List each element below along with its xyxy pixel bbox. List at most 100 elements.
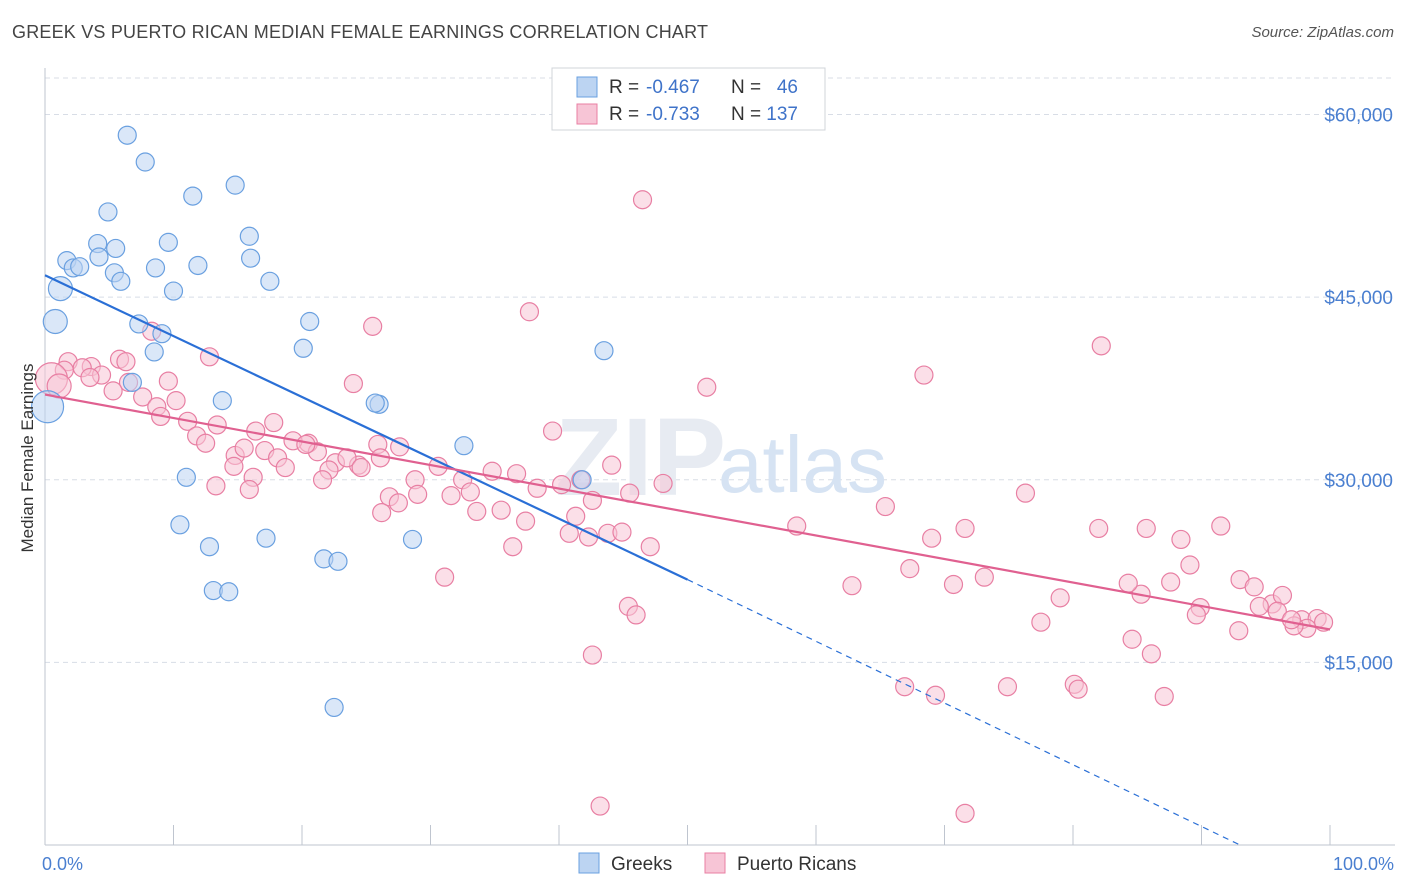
puerto-rican-point-124 [1068, 679, 1088, 699]
puerto-rican-trend-line [44, 393, 1331, 631]
puerto-rican-point-97 [1244, 577, 1264, 597]
greek-point-39 [402, 529, 423, 550]
greek-point-43 [219, 582, 239, 602]
puerto-rican-point-86 [1089, 518, 1109, 539]
puerto-rican-point-56 [506, 464, 527, 484]
puerto-rican-point-64 [653, 473, 673, 494]
watermark-zip: ZIP [555, 396, 726, 519]
greek-point-38 [199, 537, 220, 557]
puerto-rican-point-87 [1136, 518, 1156, 539]
puerto-rican-point-111 [1281, 610, 1302, 630]
y-tick-label-2: $45,000 [1324, 288, 1393, 309]
bottom-legend: Greeks Puerto Ricans [578, 852, 856, 875]
greek-point-4 [225, 175, 245, 195]
puerto-rican-point-70 [441, 485, 461, 506]
y-tick-label-3: $60,000 [1324, 106, 1393, 127]
puerto-rican-point-2 [363, 316, 383, 336]
greek-point-20 [47, 276, 74, 302]
trend-lines [44, 274, 1331, 846]
puerto-rican-point-95 [1161, 572, 1181, 592]
puerto-rican-point-114 [1031, 612, 1051, 632]
puerto-rican-point-93 [1050, 588, 1070, 608]
puerto-rican-point-119 [582, 645, 603, 665]
legend-n-value-greeks: 46 [777, 77, 798, 98]
puerto-rican-point-57 [542, 421, 563, 441]
legend-n-label-greeks: N = [731, 77, 761, 98]
greek-point-29 [212, 391, 232, 411]
greek-point-31 [365, 393, 385, 413]
greek-points [30, 125, 614, 718]
greek-point-21 [42, 308, 68, 335]
greek-point-14 [145, 258, 166, 278]
greek-point-1 [135, 152, 155, 172]
puerto-rican-point-12 [116, 352, 136, 372]
y-tick-labels: $15,000 $30,000 $45,000 $60,000 [1324, 106, 1393, 675]
puerto-rican-point-125 [925, 685, 946, 705]
puerto-rican-point-116 [943, 574, 964, 595]
source-label: Source: ZipAtlas.com [1251, 24, 1394, 41]
puerto-rican-point-77 [612, 522, 632, 542]
puerto-rican-point-71 [467, 501, 487, 522]
x-tick-label-1: 100.0% [1333, 854, 1394, 874]
puerto-rican-point-18 [343, 373, 363, 394]
bottom-legend-puerto-ricans: Puerto Ricans [737, 854, 856, 875]
puerto-rican-point-83 [922, 528, 942, 548]
axes [44, 68, 1395, 846]
greek-point-6 [239, 226, 259, 246]
y-tick-label-0: $15,000 [1324, 653, 1393, 674]
puerto-rican-point-67 [312, 470, 333, 490]
puerto-rican-point-69 [408, 484, 428, 504]
greek-point-26 [293, 338, 313, 358]
puerto-rican-point-110 [1229, 621, 1249, 641]
bottom-legend-swatch-puerto-ricans [704, 852, 726, 874]
greek-point-28 [122, 372, 142, 392]
puerto-rican-point-61 [602, 455, 622, 475]
greek-point-35 [572, 470, 592, 490]
puerto-rican-point-4 [1091, 336, 1111, 356]
watermark-atlas: atlas [718, 420, 887, 509]
y-axis-label: Median Female Earnings [18, 364, 37, 553]
puerto-rican-point-108 [1118, 573, 1138, 593]
greek-point-19 [260, 271, 280, 291]
greek-point-33 [454, 436, 474, 456]
puerto-rican-point-88 [1171, 529, 1191, 550]
greek-point-0 [117, 125, 137, 145]
legend-n-value-puerto-ricans: 137 [766, 104, 798, 125]
puerto-rican-point-73 [515, 511, 536, 531]
watermark: ZIP atlas [555, 396, 887, 519]
puerto-rican-point-126 [590, 796, 610, 816]
puerto-rican-point-84 [955, 518, 975, 539]
bottom-legend-swatch-greeks [578, 852, 600, 874]
puerto-rican-point-35 [234, 438, 254, 458]
puerto-rican-point-28 [264, 412, 284, 433]
puerto-rican-point-74 [566, 506, 586, 526]
puerto-rican-point-106 [1249, 596, 1269, 616]
puerto-rican-point-130 [372, 503, 392, 523]
greek-point-36 [170, 515, 190, 535]
greek-point-15 [188, 255, 208, 276]
greek-point-27 [594, 341, 614, 361]
puerto-rican-point-118 [626, 605, 646, 625]
legend-r-value-greeks: -0.467 [646, 77, 700, 98]
greek-point-41 [328, 551, 348, 571]
puerto-rican-point-85 [1015, 483, 1036, 503]
puerto-rican-point-33 [196, 433, 216, 453]
puerto-rican-point-15 [80, 367, 100, 388]
greek-trend-line [44, 274, 688, 581]
greek-point-32 [30, 390, 65, 424]
puerto-rican-point-89 [1180, 555, 1200, 575]
puerto-rican-point-129 [388, 493, 408, 513]
puerto-rican-point-91 [900, 559, 920, 579]
greek-point-12 [89, 247, 109, 267]
greek-point-34 [176, 467, 196, 487]
puerto-rican-point-21 [103, 381, 123, 401]
puerto-rican-point-120 [997, 677, 1018, 697]
puerto-rican-point-90 [1211, 516, 1231, 536]
x-tick-labels: 0.0% 100.0% [42, 854, 1394, 874]
puerto-rican-point-127 [955, 803, 975, 823]
bottom-legend-greeks: Greeks [611, 854, 672, 875]
puerto-rican-point-48 [275, 457, 295, 478]
legend-r-label-greeks: R = [609, 77, 639, 98]
legend-r-label-puerto-ricans: R = [609, 104, 639, 125]
